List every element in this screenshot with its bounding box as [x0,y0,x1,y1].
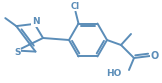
Text: O: O [151,51,159,61]
Text: Cl: Cl [71,2,80,11]
Text: HO: HO [107,68,122,78]
Text: N: N [32,17,39,26]
Text: S: S [14,48,20,57]
